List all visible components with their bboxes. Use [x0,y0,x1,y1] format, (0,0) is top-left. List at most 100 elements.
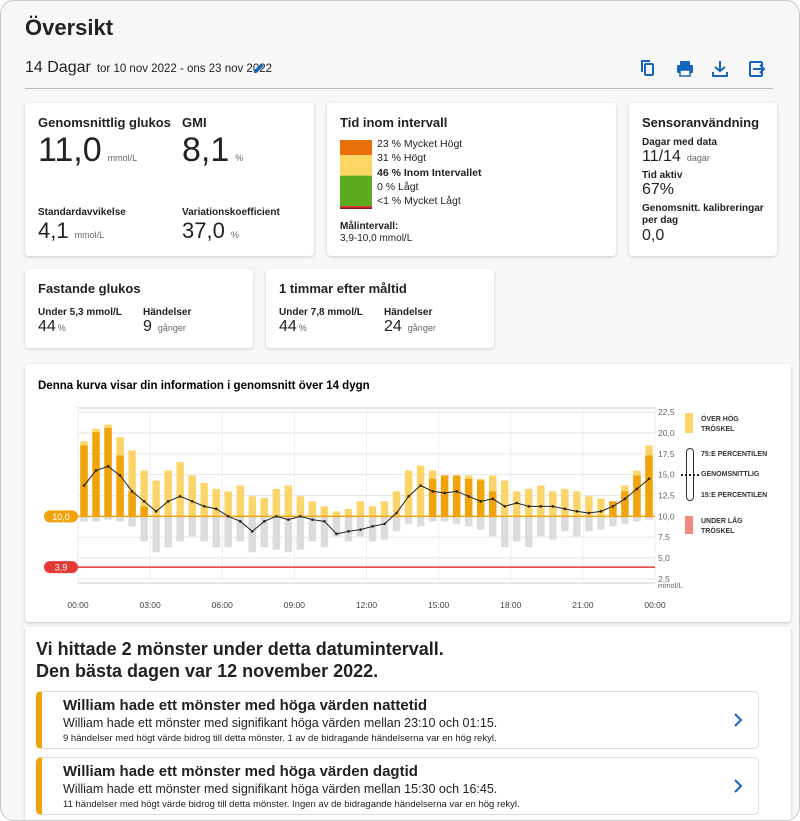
bar [416,516,425,527]
value: 44 [279,318,297,335]
value: 44 [38,318,56,335]
bar [296,496,305,517]
pattern-item[interactable]: William hade ett mönster med höga värden… [36,757,759,815]
range-value: 46 % [377,166,401,179]
bar [573,491,581,517]
bar [404,516,413,524]
bar [440,475,449,517]
value: 0,0 [642,227,665,244]
bar [260,498,269,517]
label: Målintervall: [340,221,399,232]
bar [308,501,317,517]
legend-swatch [685,516,693,534]
range-name: Inom Intervallet [403,166,482,179]
chevron [734,713,743,727]
bar [416,465,425,517]
patterns-card: Vi hittade 2 mönster under detta datumin… [25,627,791,820]
bar [476,480,485,517]
bar [609,516,617,527]
range-bar [340,140,372,209]
bar [212,516,220,548]
bar [80,445,88,517]
y-tick-label: 10,0 [658,511,675,521]
value: 37,0 [182,218,225,243]
divider [25,88,773,89]
bar [549,516,557,540]
bar [284,485,293,517]
range-item: <1 % Mycket Lågt [377,194,481,208]
legend-label: 15:E PERCENTILEN [701,492,768,499]
bar [621,516,629,524]
x-tick-label: 15:00 [428,600,450,610]
pattern-detail: 11 händelser med högt värde bidrog till … [63,799,520,810]
value: 9 [143,318,152,335]
x-tick-label: 03:00 [139,600,161,610]
bar [537,485,545,517]
bar [296,516,305,550]
pattern-detail: 9 händelser med högt värde bidrog till d… [63,733,497,744]
unit: gånger [157,323,186,333]
label: Tid aktiv [642,170,683,181]
legend-label: ÖVER HÖG TRÖSKEL [701,416,739,433]
bar [272,516,281,550]
print-icon[interactable] [677,61,693,77]
range-segment [340,206,372,208]
range-name: Högt [403,152,427,165]
bar [344,516,353,542]
card-title: Tid inom intervall [340,115,448,130]
bar [188,516,196,537]
chart: Denna kurva visar din information i geno… [38,380,683,610]
y-tick-label: 12,5 [658,491,675,501]
value: 8,1 [182,131,230,169]
bar [633,475,641,517]
range-value: 23 % [377,138,401,150]
bar [176,516,184,542]
bar [320,506,329,517]
fasting-card: Fastande glukos Under 5,3 mmol/L 44% Hän… [25,269,253,348]
copy-icon[interactable] [641,60,654,76]
range-value: <1 % [377,195,402,208]
bar [152,516,160,553]
page-title: Översikt [25,15,114,40]
y-tick-label: 5,0 [658,553,670,563]
period-row: 14 Dagar tor 10 nov 2022 - ons 23 nov 20… [25,59,272,77]
legend-label: GENOMSNITTLIG [701,471,760,478]
bar [104,428,112,517]
chart-title: Denna kurva visar din information i geno… [38,380,370,392]
bar [585,516,593,532]
edit-icon[interactable] [253,62,265,74]
range-item: 31 % Högt [377,151,481,165]
bar [272,488,281,517]
period: 14 Dagar [25,59,91,76]
value: 67% [642,181,675,198]
range-segment [340,175,372,206]
card-title: Fastande glukos [38,281,141,296]
x-tick-label: 18:00 [500,600,522,610]
bar [140,516,148,542]
threshold-label: 3,9 [55,563,68,573]
bar [392,516,401,532]
bar [128,516,136,527]
bar [525,488,533,517]
y-tick-label: 2,5 [658,574,670,584]
download-icon[interactable] [712,61,728,77]
x-tick-label: 00:00 [67,600,89,610]
unit: % [230,230,239,240]
range-item: 46 % Inom Intervallet [377,166,481,180]
bar [549,491,557,517]
label: Under 5,3 mmol/L [38,307,122,318]
heading-line: Den bästa dagen var 12 november 2022. [36,661,379,681]
average-line [82,465,651,536]
pattern-item[interactable]: William hade ett mönster med höga värden… [36,691,759,749]
bar [344,508,353,517]
bar [200,516,208,542]
glucose-card: Genomsnittlig glukos 11,0 mmol/L GMI 8,1%… [25,103,314,256]
chart-card: Denna kurva visar din information i geno… [25,364,791,622]
unit: % [57,323,66,333]
export-icon[interactable] [749,61,766,77]
label: Dagar med data [642,137,718,148]
bar [525,516,533,548]
bar [128,491,136,517]
bar [368,506,377,517]
